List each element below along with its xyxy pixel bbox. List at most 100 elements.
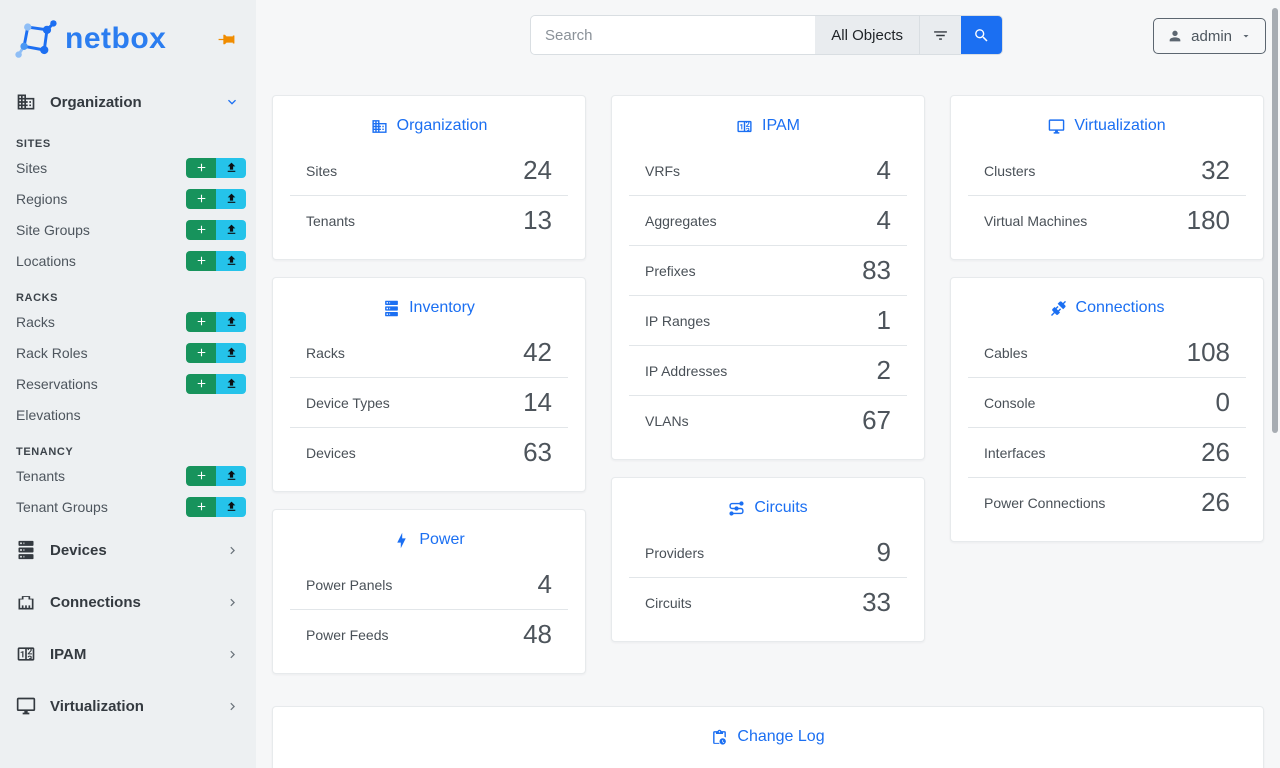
card-inventory-header[interactable]: Inventory xyxy=(273,292,585,324)
search-scope-label: All Objects xyxy=(831,26,903,44)
card-organization-header[interactable]: Organization xyxy=(273,110,585,142)
stat-row-prefixes[interactable]: Prefixes 83 xyxy=(612,246,924,295)
sidebar-section-devices[interactable]: Devices xyxy=(0,530,256,570)
sidebar-item-reservations[interactable]: Reservations xyxy=(0,368,256,399)
stat-row-sites[interactable]: Sites 24 xyxy=(273,146,585,195)
stat-value[interactable]: 4 xyxy=(876,205,891,235)
stat-value[interactable]: 4 xyxy=(537,569,552,599)
stat-value[interactable]: 13 xyxy=(523,205,552,235)
row-divider xyxy=(290,377,568,378)
sidebar-item-label: Racks xyxy=(16,313,55,330)
import-button[interactable] xyxy=(216,342,246,363)
stat-value[interactable]: 1 xyxy=(876,305,891,335)
card-change-log-header[interactable]: Change Log xyxy=(273,721,1263,753)
sidebar-section-organization[interactable]: Organization xyxy=(0,82,256,122)
stat-row-tenants[interactable]: Tenants 13 xyxy=(273,196,585,245)
counter-icon xyxy=(736,118,753,135)
stat-value[interactable]: 14 xyxy=(523,387,552,417)
stat-value[interactable]: 48 xyxy=(523,619,552,649)
lightning-icon xyxy=(393,532,410,549)
stat-value[interactable]: 180 xyxy=(1186,205,1230,235)
import-button[interactable] xyxy=(216,496,246,517)
stat-row-vlans[interactable]: VLANs 67 xyxy=(612,396,924,445)
card-circuits-header[interactable]: Circuits xyxy=(612,492,924,524)
sidebar-item-tenants[interactable]: Tenants xyxy=(0,460,256,491)
search-input[interactable] xyxy=(531,16,816,54)
card-virtualization-header[interactable]: Virtualization xyxy=(951,110,1263,142)
vertical-scrollbar[interactable] xyxy=(1272,8,1278,433)
stat-row-providers[interactable]: Providers 9 xyxy=(612,528,924,577)
stat-row-power-connections[interactable]: Power Connections 26 xyxy=(951,478,1263,527)
stat-value[interactable]: 24 xyxy=(523,155,552,185)
stat-value[interactable]: 67 xyxy=(862,405,891,435)
import-button[interactable] xyxy=(216,219,246,240)
stat-value[interactable]: 0 xyxy=(1215,387,1230,417)
sidebar-item-racks[interactable]: Racks xyxy=(0,306,256,337)
stat-value[interactable]: 4 xyxy=(876,155,891,185)
search-scope-select[interactable]: All Objects xyxy=(815,16,919,54)
card-ipam-header[interactable]: IPAM xyxy=(612,110,924,142)
sidebar-section-connections[interactable]: Connections xyxy=(0,582,256,622)
sidebar-item-rack-roles[interactable]: Rack Roles xyxy=(0,337,256,368)
card-power-header[interactable]: Power xyxy=(273,524,585,556)
stat-value[interactable]: 2 xyxy=(876,355,891,385)
stat-value[interactable]: 33 xyxy=(862,587,891,617)
add-button[interactable] xyxy=(186,342,216,363)
stat-row-vrfs[interactable]: VRFs 4 xyxy=(612,146,924,195)
stat-row-circuits[interactable]: Circuits 33 xyxy=(612,578,924,627)
sidebar-item-site-groups[interactable]: Site Groups xyxy=(0,214,256,245)
row-divider xyxy=(968,195,1246,196)
import-button[interactable] xyxy=(216,250,246,271)
sidebar-section-ipam[interactable]: IPAM xyxy=(0,634,256,674)
stat-row-device-types[interactable]: Device Types 14 xyxy=(273,378,585,427)
import-button[interactable] xyxy=(216,311,246,332)
stat-row-virtual-machines[interactable]: Virtual Machines 180 xyxy=(951,196,1263,245)
filter-button[interactable] xyxy=(919,16,961,54)
stat-row-power-feeds[interactable]: Power Feeds 48 xyxy=(273,610,585,659)
stat-value[interactable]: 26 xyxy=(1201,437,1230,467)
add-button[interactable] xyxy=(186,373,216,394)
add-button[interactable] xyxy=(186,250,216,271)
stat-row-ip-addresses[interactable]: IP Addresses 2 xyxy=(612,346,924,395)
sidebar-item-locations[interactable]: Locations xyxy=(0,245,256,276)
sidebar-item-elevations[interactable]: Elevations xyxy=(0,399,256,430)
sidebar-group-tenancy: TENANCY xyxy=(16,446,74,458)
stat-row-cables[interactable]: Cables 108 xyxy=(951,328,1263,377)
stat-value[interactable]: 9 xyxy=(876,537,891,567)
stat-row-racks[interactable]: Racks 42 xyxy=(273,328,585,377)
stat-value[interactable]: 108 xyxy=(1186,337,1230,367)
netbox-home-link[interactable]: netbox xyxy=(14,17,166,61)
add-button[interactable] xyxy=(186,311,216,332)
card-connections-header[interactable]: Connections xyxy=(951,292,1263,324)
add-button[interactable] xyxy=(186,496,216,517)
sidebar-item-tenant-groups[interactable]: Tenant Groups xyxy=(0,491,256,522)
stat-row-devices[interactable]: Devices 63 xyxy=(273,428,585,477)
stat-row-interfaces[interactable]: Interfaces 26 xyxy=(951,428,1263,477)
sidebar-section-virtualization[interactable]: Virtualization xyxy=(0,686,256,726)
stat-label: Device Types xyxy=(306,394,390,411)
stat-value[interactable]: 63 xyxy=(523,437,552,467)
import-button[interactable] xyxy=(216,188,246,209)
add-button[interactable] xyxy=(186,157,216,178)
stat-row-console[interactable]: Console 0 xyxy=(951,378,1263,427)
search-submit-button[interactable] xyxy=(961,16,1002,54)
stat-row-power-panels[interactable]: Power Panels 4 xyxy=(273,560,585,609)
import-button[interactable] xyxy=(216,373,246,394)
pin-sidebar-button[interactable] xyxy=(217,30,236,49)
stat-value[interactable]: 83 xyxy=(862,255,891,285)
import-button[interactable] xyxy=(216,465,246,486)
import-button[interactable] xyxy=(216,157,246,178)
user-menu-button[interactable]: admin xyxy=(1153,18,1266,54)
add-button[interactable] xyxy=(186,465,216,486)
stat-row-ip-ranges[interactable]: IP Ranges 1 xyxy=(612,296,924,345)
add-button[interactable] xyxy=(186,219,216,240)
stat-label: VRFs xyxy=(645,162,680,179)
sidebar-item-sites[interactable]: Sites xyxy=(0,152,256,183)
stat-value[interactable]: 32 xyxy=(1201,155,1230,185)
stat-row-aggregates[interactable]: Aggregates 4 xyxy=(612,196,924,245)
stat-value[interactable]: 26 xyxy=(1201,487,1230,517)
add-button[interactable] xyxy=(186,188,216,209)
sidebar-item-regions[interactable]: Regions xyxy=(0,183,256,214)
stat-value[interactable]: 42 xyxy=(523,337,552,367)
stat-row-clusters[interactable]: Clusters 32 xyxy=(951,146,1263,195)
